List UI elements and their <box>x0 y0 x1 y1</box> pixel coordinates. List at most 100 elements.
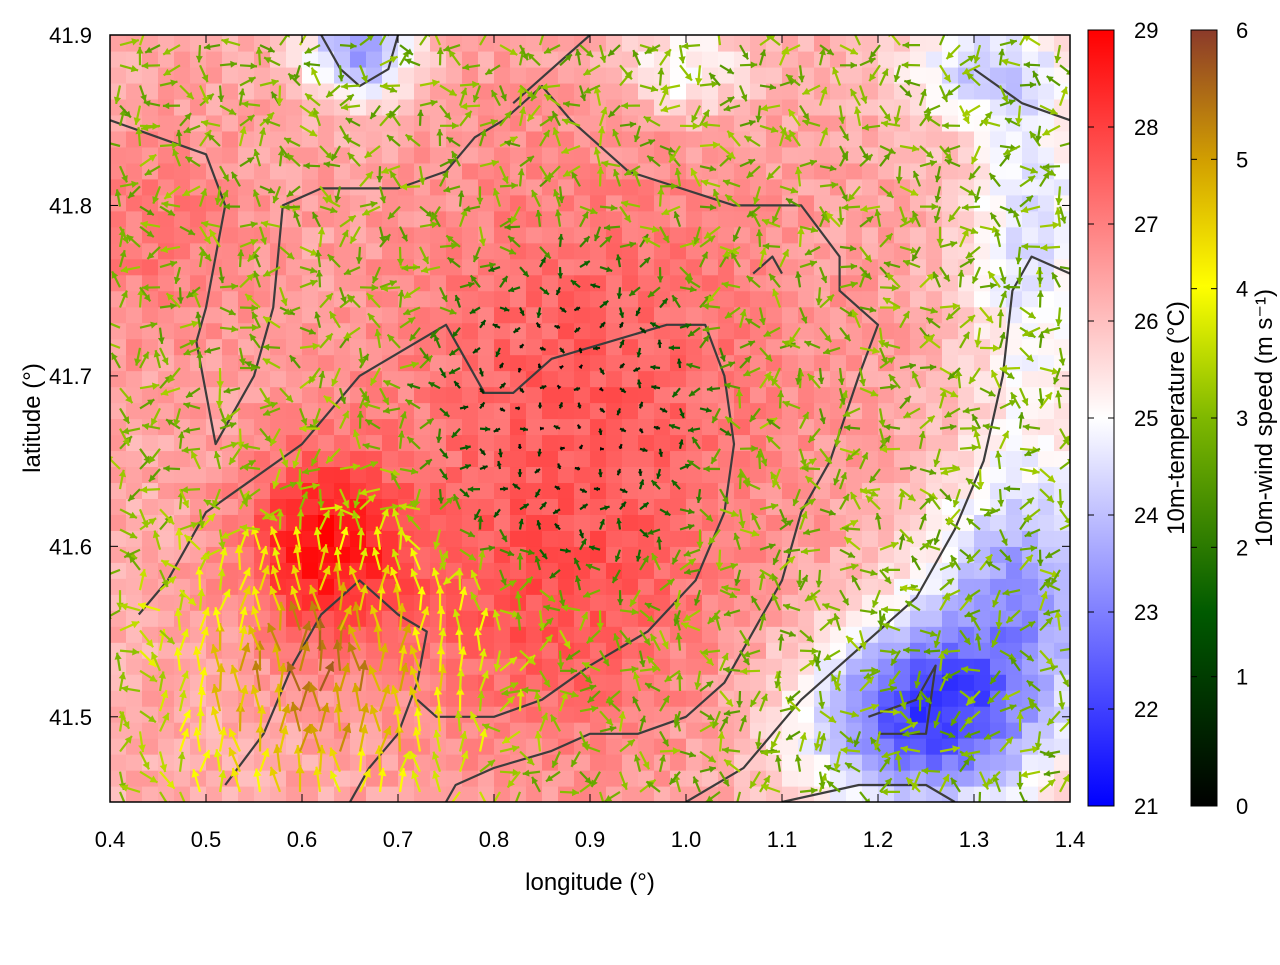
heatmap-cell <box>574 163 591 180</box>
heatmap-cell <box>206 99 223 116</box>
heatmap-cell <box>302 147 319 164</box>
heatmap-cell <box>462 786 479 803</box>
heatmap-cell <box>702 434 719 451</box>
x-tick-label: 0.9 <box>575 827 606 852</box>
heatmap-cell <box>734 67 751 84</box>
heatmap-cell <box>1022 275 1039 292</box>
heatmap-cell <box>910 706 927 723</box>
heatmap-cell <box>414 482 431 499</box>
heatmap-cell <box>142 307 159 324</box>
heatmap-cell <box>974 35 991 52</box>
heatmap-cell <box>990 434 1007 451</box>
heatmap-cell <box>782 770 799 787</box>
heatmap-cell <box>1006 530 1023 547</box>
heatmap-cell <box>222 498 239 515</box>
heatmap-cell <box>958 83 975 100</box>
heatmap-cell <box>174 227 191 244</box>
heatmap-cell <box>718 674 735 691</box>
heatmap-cell <box>462 35 479 52</box>
heatmap-cell <box>574 147 591 164</box>
heatmap-cell <box>622 786 639 803</box>
heatmap-cell <box>926 738 943 755</box>
heatmap-cell <box>462 323 479 340</box>
heatmap-cell <box>798 722 815 739</box>
heatmap-cell <box>782 738 799 755</box>
heatmap-cell <box>302 546 319 563</box>
heatmap-cell <box>1054 179 1071 196</box>
heatmap-cell <box>606 546 623 563</box>
heatmap-cell <box>462 339 479 356</box>
heatmap-cell <box>462 131 479 148</box>
heatmap-cell <box>1038 434 1055 451</box>
heatmap-cell <box>478 482 495 499</box>
heatmap-cell <box>222 147 239 164</box>
heatmap-cell <box>862 291 879 308</box>
heatmap-cell <box>1054 227 1071 244</box>
heatmap-cell <box>958 786 975 803</box>
heatmap-cell <box>238 738 255 755</box>
heatmap-cell <box>814 275 831 292</box>
heatmap-cell <box>750 578 767 595</box>
heatmap-cell <box>638 450 655 467</box>
heatmap-cell <box>670 227 687 244</box>
heatmap-cell <box>462 67 479 84</box>
heatmap-cell <box>750 291 767 308</box>
heatmap-cell <box>398 482 415 499</box>
heatmap-cell <box>542 530 559 547</box>
heatmap-cell <box>622 578 639 595</box>
heatmap-cell <box>590 562 607 579</box>
heatmap-cell <box>334 147 351 164</box>
heatmap-cell <box>830 626 847 643</box>
heatmap-cell <box>254 371 271 388</box>
heatmap-cell <box>622 514 639 531</box>
heatmap-cell <box>158 610 175 627</box>
heatmap-cell <box>782 227 799 244</box>
heatmap-cell <box>894 419 911 436</box>
heatmap-cell <box>430 482 447 499</box>
heatmap-cell <box>846 147 863 164</box>
heatmap-cell <box>974 754 991 771</box>
heatmap-cell <box>574 690 591 707</box>
heatmap-cell <box>782 466 799 483</box>
heatmap-cell <box>798 195 815 212</box>
heatmap-cell <box>734 610 751 627</box>
heatmap-cell <box>126 450 143 467</box>
heatmap-cell <box>574 275 591 292</box>
heatmap-cell <box>766 307 783 324</box>
heatmap-cell <box>638 339 655 356</box>
heatmap-cell <box>286 323 303 340</box>
heatmap-cell <box>158 275 175 292</box>
heatmap-cell <box>398 195 415 212</box>
heatmap-cell <box>814 387 831 404</box>
heatmap-cell <box>126 243 143 260</box>
temperature-colorbar-tick-label: 23 <box>1134 600 1158 625</box>
heatmap-cell <box>782 578 799 595</box>
heatmap-cell <box>910 626 927 643</box>
heatmap-cell <box>606 371 623 388</box>
heatmap-cell <box>910 115 927 132</box>
heatmap-cell <box>238 403 255 420</box>
heatmap-cell <box>622 291 639 308</box>
heatmap-cell <box>1006 450 1023 467</box>
heatmap-cell <box>654 371 671 388</box>
heatmap-cell <box>526 626 543 643</box>
x-axis-title: longitude (°) <box>525 869 655 896</box>
heatmap-cell <box>702 51 719 68</box>
heatmap-cell <box>670 482 687 499</box>
heatmap-cell <box>462 658 479 675</box>
heatmap-cell <box>110 211 127 228</box>
heatmap-cell <box>942 115 959 132</box>
heatmap-cell <box>558 466 575 483</box>
heatmap-cell <box>782 658 799 675</box>
heatmap-cell <box>654 387 671 404</box>
heatmap-cell <box>206 195 223 212</box>
heatmap-cell <box>510 419 527 436</box>
heatmap-cell <box>766 227 783 244</box>
heatmap-cell <box>686 594 703 611</box>
heatmap-cell <box>638 594 655 611</box>
heatmap-cell <box>542 403 559 420</box>
heatmap-cell <box>558 419 575 436</box>
heatmap-cell <box>638 307 655 324</box>
heatmap-cell <box>590 482 607 499</box>
heatmap-cell <box>702 482 719 499</box>
